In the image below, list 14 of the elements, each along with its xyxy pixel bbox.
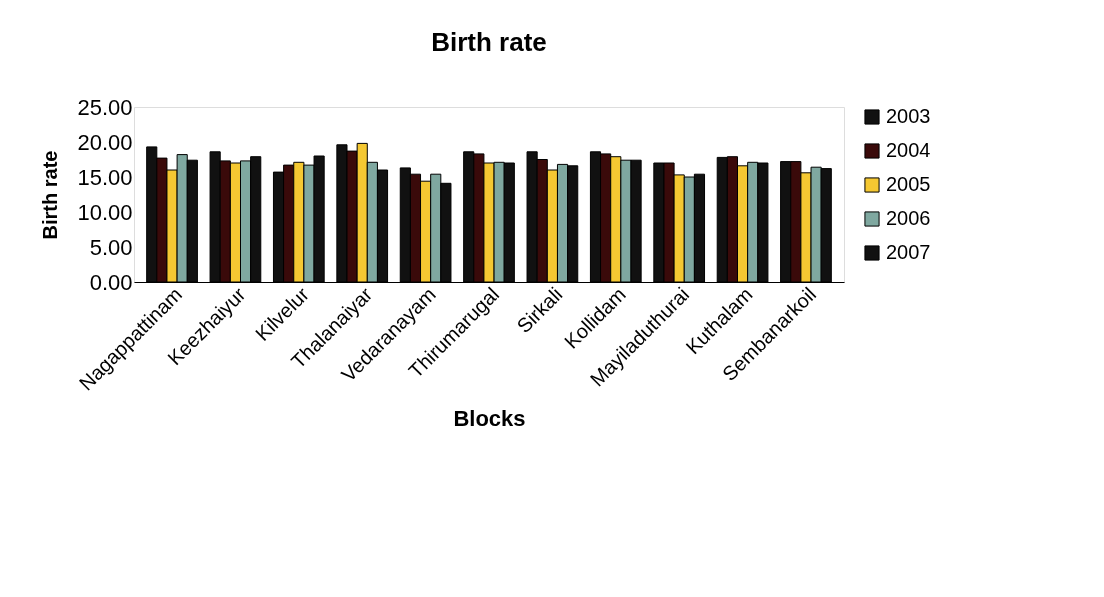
- y-tick-label: 15.00: [77, 164, 133, 190]
- legend-label: 2005: [886, 173, 931, 195]
- legend-label: 2003: [886, 105, 931, 127]
- y-tick-label: 20.00: [77, 129, 133, 155]
- y-tick-label: 5.00: [89, 234, 133, 260]
- y-tick-label: 0.00: [89, 269, 133, 295]
- legend-label: 2006: [886, 207, 931, 229]
- chart-title: Birth rate: [431, 27, 547, 57]
- x-axis-title: Blocks: [453, 405, 526, 431]
- y-axis-title: Birth rate: [39, 150, 62, 240]
- legend-label: 2004: [886, 139, 931, 161]
- y-tick-label: 25.00: [77, 94, 133, 120]
- legend-label: 2007: [886, 241, 931, 263]
- y-tick-label: 10.00: [77, 199, 133, 225]
